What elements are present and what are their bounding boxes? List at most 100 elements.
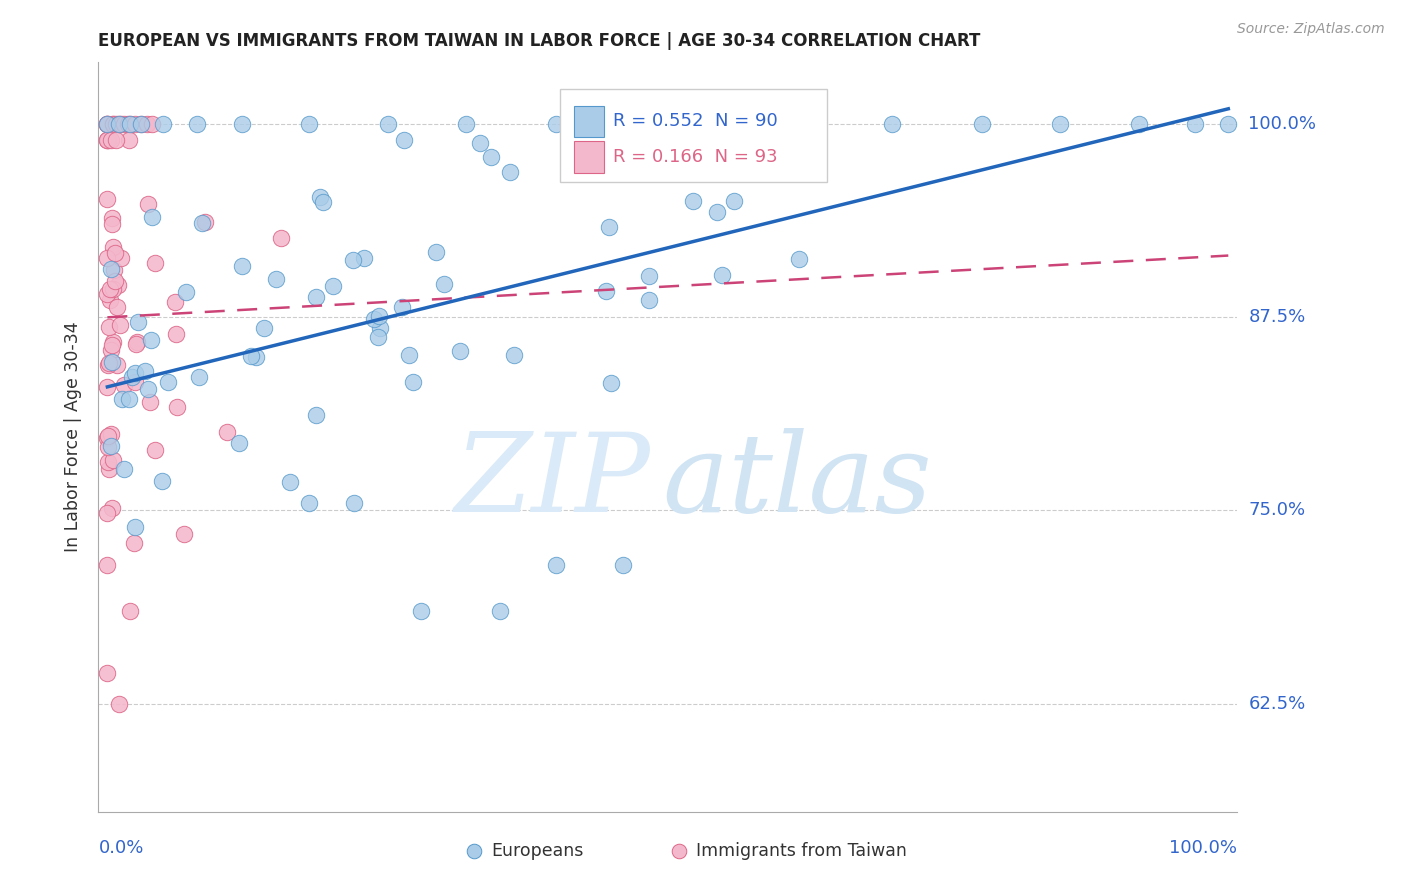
Text: Europeans: Europeans xyxy=(491,842,583,860)
Point xyxy=(503,348,526,362)
Point xyxy=(107,117,129,131)
Point xyxy=(231,117,253,131)
Point xyxy=(880,117,903,131)
Text: R = 0.552  N = 90: R = 0.552 N = 90 xyxy=(613,112,778,130)
Point xyxy=(96,117,118,131)
Point xyxy=(1128,117,1150,131)
Point xyxy=(499,165,522,179)
Text: Source: ZipAtlas.com: Source: ZipAtlas.com xyxy=(1237,22,1385,37)
Point xyxy=(110,117,132,131)
Point xyxy=(96,665,118,680)
Point xyxy=(97,319,120,334)
Point xyxy=(253,320,276,334)
Text: Immigrants from Taiwan: Immigrants from Taiwan xyxy=(696,842,907,860)
Point xyxy=(787,252,810,266)
Point xyxy=(110,251,132,265)
Point xyxy=(305,290,328,304)
Point xyxy=(100,217,122,231)
Text: 0.0%: 0.0% xyxy=(98,839,143,857)
Point xyxy=(97,356,120,370)
Point xyxy=(101,211,124,225)
Point xyxy=(723,194,745,209)
Point xyxy=(634,117,657,131)
Point xyxy=(682,194,704,208)
Point xyxy=(105,117,128,131)
Point xyxy=(98,282,121,296)
Point xyxy=(792,117,814,131)
FancyBboxPatch shape xyxy=(575,141,605,172)
Point xyxy=(377,117,399,131)
Point xyxy=(454,117,477,131)
Y-axis label: In Labor Force | Age 30-34: In Labor Force | Age 30-34 xyxy=(65,322,83,552)
Point xyxy=(134,364,156,378)
Point xyxy=(124,117,146,131)
Point xyxy=(97,429,120,443)
Point xyxy=(305,408,328,422)
Point xyxy=(135,117,157,131)
Point xyxy=(96,380,118,394)
Point xyxy=(107,277,129,292)
Point xyxy=(127,315,149,329)
Point xyxy=(124,366,146,380)
Point xyxy=(150,475,173,489)
Point xyxy=(118,117,141,131)
Point xyxy=(136,197,159,211)
Point xyxy=(101,117,124,131)
Point xyxy=(112,462,135,476)
Point xyxy=(129,117,152,131)
Point xyxy=(353,251,375,265)
Text: ZIP: ZIP xyxy=(456,428,651,536)
Point xyxy=(488,604,510,618)
Point xyxy=(112,377,135,392)
Point xyxy=(391,301,413,315)
Point xyxy=(100,439,122,453)
Point xyxy=(152,117,174,131)
Point xyxy=(96,133,118,147)
Point xyxy=(544,117,567,131)
Point xyxy=(468,136,491,151)
Point xyxy=(298,117,321,131)
Point xyxy=(449,343,471,358)
Point xyxy=(139,334,162,348)
Point xyxy=(215,425,238,439)
Point xyxy=(173,527,195,541)
Point xyxy=(343,496,366,510)
Text: 62.5%: 62.5% xyxy=(1249,695,1306,713)
Point xyxy=(103,262,125,277)
Point xyxy=(96,117,118,131)
Point xyxy=(96,252,118,266)
Point xyxy=(1184,117,1206,131)
Point xyxy=(544,558,567,572)
Point xyxy=(121,370,143,384)
Point xyxy=(143,442,166,457)
Point xyxy=(97,133,120,147)
Point xyxy=(411,604,433,618)
Point xyxy=(98,293,121,307)
Point xyxy=(104,246,127,260)
Point xyxy=(595,133,617,147)
Point xyxy=(100,500,122,515)
Point xyxy=(117,117,139,131)
Point xyxy=(637,293,659,308)
Point xyxy=(100,426,122,441)
Point xyxy=(118,133,141,147)
Point xyxy=(278,475,301,490)
Point xyxy=(638,269,661,284)
Point xyxy=(139,395,162,409)
Point xyxy=(141,210,163,224)
Point xyxy=(433,277,456,291)
FancyBboxPatch shape xyxy=(575,106,605,137)
Point xyxy=(96,192,118,206)
Point xyxy=(612,558,634,572)
Text: 100.0%: 100.0% xyxy=(1249,115,1316,133)
Point xyxy=(298,496,321,510)
Point xyxy=(141,117,163,131)
Point xyxy=(125,336,148,351)
Point xyxy=(970,117,993,131)
Point xyxy=(156,375,179,389)
Point xyxy=(368,321,391,335)
Point xyxy=(105,133,128,147)
Point xyxy=(166,400,188,414)
Point xyxy=(124,520,146,534)
Point xyxy=(174,285,197,299)
